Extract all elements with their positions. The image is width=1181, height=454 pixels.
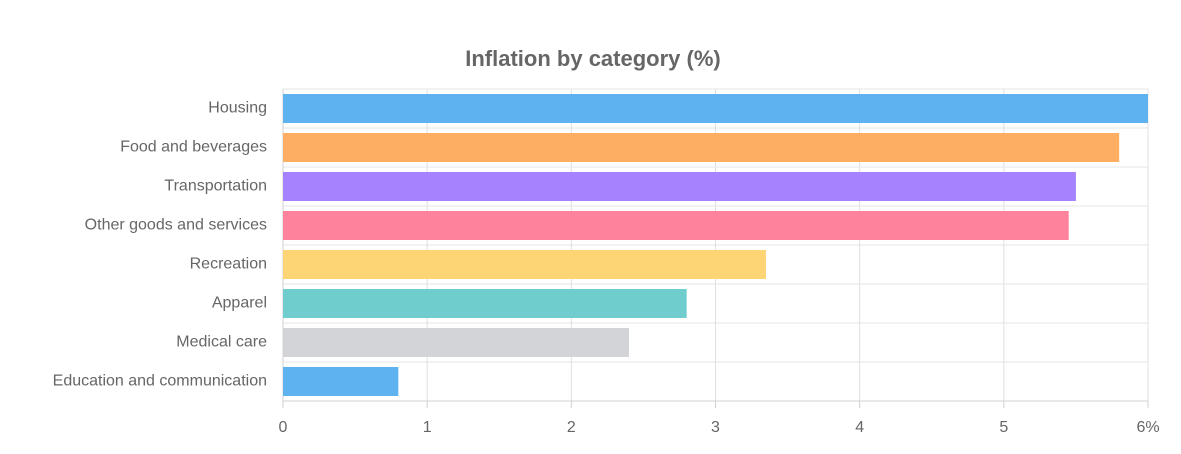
x-tick-label: 0	[279, 419, 288, 436]
y-tick-label: Apparel	[212, 295, 267, 312]
x-tick-label: 6%	[1136, 419, 1159, 436]
x-tick-label: 2	[567, 419, 576, 436]
y-tick-label: Other goods and services	[85, 217, 267, 234]
y-tick-label: Recreation	[190, 256, 267, 273]
bar	[283, 367, 399, 396]
y-tick-label: Medical care	[176, 334, 267, 351]
x-tick-label: 1	[423, 419, 432, 436]
bar	[283, 289, 687, 318]
bar	[283, 328, 629, 357]
x-tick-label: 5	[999, 419, 1008, 436]
y-tick-label: Food and beverages	[120, 139, 267, 156]
y-tick-label: Transportation	[164, 178, 267, 195]
x-tick-label: 3	[711, 419, 720, 436]
bar	[283, 211, 1069, 240]
chart-title: Inflation by category (%)	[465, 46, 720, 71]
y-tick-label: Education and communication	[53, 373, 267, 390]
bar	[283, 250, 766, 279]
bar	[283, 133, 1120, 162]
bar	[283, 172, 1076, 201]
bar	[283, 94, 1148, 123]
x-tick-label: 4	[855, 419, 864, 436]
y-tick-label: Housing	[208, 100, 267, 117]
